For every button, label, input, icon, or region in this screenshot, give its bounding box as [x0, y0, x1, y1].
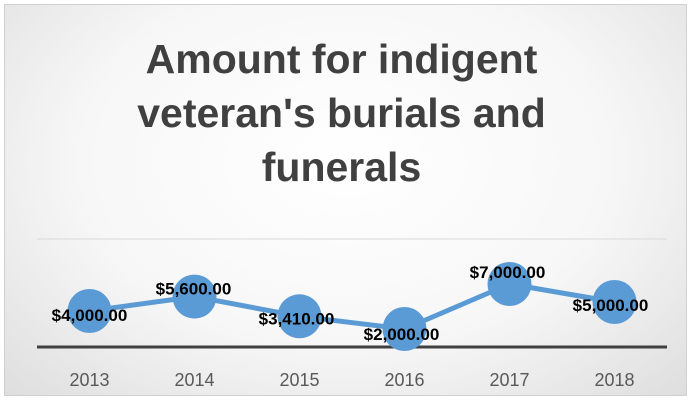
data-point-2013 [67, 289, 112, 333]
chart-title-line-2: veteran's burials and [137, 90, 546, 136]
x-tick-label-2017: 2017 [489, 370, 529, 390]
data-label-2016: $2,000.00 [364, 325, 440, 344]
data-point-2015 [277, 294, 322, 339]
data-label-2014: $5,600.00 [156, 280, 232, 299]
chart-title-line-3: funerals [261, 144, 422, 190]
chart-frame [4, 4, 687, 396]
data-label-2018: $5,000.00 [573, 296, 649, 315]
chart-title-line-1: Amount for indigent [145, 36, 538, 82]
data-label-2017: $7,000.00 [470, 263, 546, 282]
x-tick-label-2013: 2013 [69, 370, 109, 390]
chart-title: Amount for indigent veteran's burials an… [0, 32, 683, 194]
data-label-2015: $3,410.00 [259, 309, 335, 328]
data-point-2018 [592, 280, 637, 324]
data-point-2014 [172, 274, 217, 319]
x-tick-label-2015: 2015 [279, 370, 319, 390]
data-label-2013: $4,000.00 [52, 306, 128, 325]
x-tick-label-2014: 2014 [174, 370, 214, 390]
x-tick-label-2018: 2018 [594, 370, 634, 390]
x-tick-label-2016: 2016 [384, 370, 424, 390]
data-point-2016 [382, 307, 427, 351]
data-point-2017 [487, 262, 532, 306]
